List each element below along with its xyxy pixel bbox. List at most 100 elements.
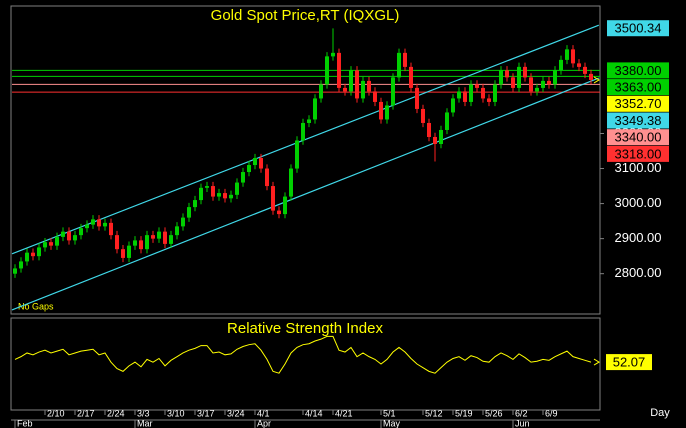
candle-body xyxy=(397,52,401,78)
x-tick-label: 3/10 xyxy=(167,408,185,418)
candle-body xyxy=(451,98,455,113)
price-label-box xyxy=(607,129,669,146)
rsi-label: 52.07 xyxy=(613,355,646,370)
price-label: 3318.00 xyxy=(615,146,662,161)
candle-body xyxy=(367,80,371,92)
candle-body xyxy=(337,52,341,88)
candle-body xyxy=(31,252,35,257)
candle-body xyxy=(271,186,275,211)
candle-body xyxy=(559,59,563,71)
candle-body xyxy=(355,70,359,99)
candle-body xyxy=(85,224,89,229)
candle-body xyxy=(163,231,167,244)
candle-body xyxy=(301,122,305,141)
price-label: 3380.00 xyxy=(615,63,662,78)
x-tick-label: 6/9 xyxy=(545,408,558,418)
candle-body xyxy=(295,140,299,169)
price-label: 3500.34 xyxy=(615,21,662,36)
candle-body xyxy=(13,268,17,274)
candle-body xyxy=(499,70,503,85)
x-tick-label: 4/21 xyxy=(335,408,353,418)
rsi-label-box xyxy=(606,354,652,371)
candle-body xyxy=(223,193,227,199)
candle-body xyxy=(325,56,329,85)
candle-body xyxy=(439,129,443,144)
candle-body xyxy=(91,219,95,225)
candle-body xyxy=(319,84,323,99)
channel-line xyxy=(11,24,600,255)
month-label: Feb xyxy=(17,418,33,428)
candle-body xyxy=(139,240,143,250)
candle-body xyxy=(49,242,53,246)
candle-body xyxy=(553,70,557,85)
candle-body xyxy=(385,105,389,120)
y-tick-label: 2900.00 xyxy=(615,230,662,245)
candle-body xyxy=(97,219,101,227)
chart-title: Gold Spot Price,RT (IQXGL) xyxy=(211,7,400,24)
candle-body xyxy=(175,226,179,236)
candle-body xyxy=(349,70,353,92)
x-axis-label: Day xyxy=(650,407,670,419)
candle-body xyxy=(235,182,239,195)
price-label: 3352.70 xyxy=(615,96,662,111)
candle-body xyxy=(283,196,287,215)
price-label-box xyxy=(607,95,669,112)
candle-body xyxy=(517,66,521,88)
candle-body xyxy=(145,235,149,250)
candle-body xyxy=(133,240,137,246)
candle-body xyxy=(391,77,395,106)
candle-body xyxy=(493,84,497,102)
candle-body xyxy=(61,231,65,237)
candle-body xyxy=(265,168,269,187)
price-frame xyxy=(10,5,601,315)
candle-body xyxy=(373,91,377,102)
candle-body xyxy=(25,252,29,262)
price-label: 3340.00 xyxy=(615,130,662,145)
candle-body xyxy=(127,245,131,258)
month-label: Apr xyxy=(257,418,271,428)
candle-body xyxy=(241,172,245,183)
x-tick-label: 5/26 xyxy=(485,408,503,418)
x-tick-label: 5/1 xyxy=(383,408,396,418)
candle-body xyxy=(511,77,515,88)
candle-body xyxy=(529,77,533,92)
price-label-box xyxy=(607,145,669,162)
y-tick-label: 2800.00 xyxy=(615,265,662,280)
candle-body xyxy=(571,49,575,64)
candle-body xyxy=(211,186,215,197)
candle-body xyxy=(409,66,413,88)
candle-body xyxy=(121,249,125,258)
price-label: 3349.38 xyxy=(615,113,662,128)
candle-body xyxy=(37,247,41,257)
price-label: 3363.00 xyxy=(615,80,662,95)
candle-body xyxy=(547,80,551,85)
price-label-box xyxy=(607,112,669,129)
x-tick-label: 2/24 xyxy=(107,408,125,418)
x-tick-label: 3/24 xyxy=(227,408,245,418)
price-label-box xyxy=(607,79,669,96)
rsi-title: Relative Strength Index xyxy=(227,320,383,337)
price-label-box xyxy=(607,20,669,37)
candle-body xyxy=(193,200,197,208)
candle-body xyxy=(577,63,581,67)
candle-body xyxy=(523,66,527,78)
candle-body xyxy=(583,66,587,74)
candle-body xyxy=(157,231,161,239)
candle-body xyxy=(463,91,467,102)
candle-body xyxy=(115,235,119,250)
candle-body xyxy=(361,80,365,99)
candle-body xyxy=(259,158,263,169)
rsi-line xyxy=(14,335,592,374)
candle-body xyxy=(487,98,491,102)
candle-body xyxy=(103,222,107,227)
candle-body xyxy=(535,87,539,92)
candle-body xyxy=(55,236,59,246)
candle-body xyxy=(589,73,593,80)
candle-body xyxy=(313,98,317,120)
month-label: Mar xyxy=(137,418,153,428)
candle-body xyxy=(43,242,47,248)
candle-body xyxy=(433,136,437,144)
